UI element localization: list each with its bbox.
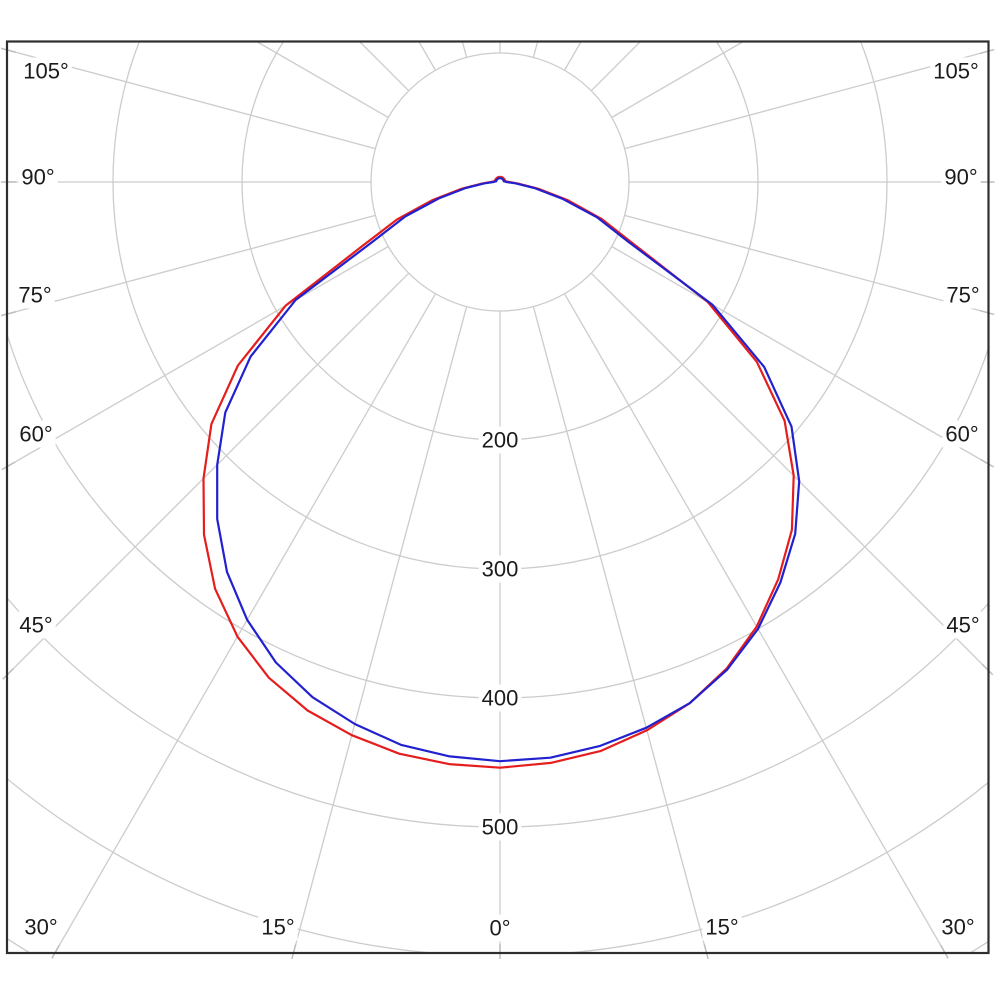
radius-label-bg (478, 426, 522, 454)
radius-label: 400 (482, 686, 519, 711)
angle-label: 45° (19, 613, 52, 638)
curves (202, 175, 801, 769)
angle-label-group: 30° (21, 913, 61, 941)
angle-label: 75° (18, 283, 51, 308)
angle-label-bg (16, 611, 56, 639)
radius-label-bg (478, 813, 522, 841)
angle-label: 15° (705, 915, 738, 940)
angle-gridline (624, 50, 989, 150)
angle-tick (51, 944, 61, 959)
plot-frame (5, 40, 990, 955)
angle-label-group: 60° (942, 420, 982, 448)
angle-gridline (532, 41, 539, 58)
angle-tick (1, 47, 16, 53)
angle-label: 105° (933, 59, 979, 84)
angle-label-group: 15° (258, 913, 298, 941)
radius-label-group: 200 (478, 426, 522, 454)
angle-label-group: 45° (943, 611, 983, 639)
angle-gridline (292, 306, 468, 953)
angle-tick (979, 309, 995, 316)
angle-tick (703, 944, 709, 959)
radius-label: 500 (482, 815, 519, 840)
angle-ticks (1, 47, 995, 959)
angle-label-bg (21, 913, 61, 941)
radius-label-group: 500 (478, 813, 522, 841)
angle-label-group: 90° (941, 163, 981, 191)
radius-label-group: 400 (478, 684, 522, 712)
angle-label: 105° (23, 59, 69, 84)
angle-label-group: 90° (18, 163, 58, 191)
angle-tick (939, 944, 949, 959)
angle-label-group: 45° (16, 611, 56, 639)
angle-label: 45° (946, 613, 979, 638)
angle-label-bg (15, 281, 55, 309)
angle-label-group: 105° (930, 57, 982, 85)
angle-gridline (461, 41, 468, 58)
angle-label-bg (486, 914, 514, 942)
angle-label-bg (702, 913, 742, 941)
blue-curve (216, 177, 801, 763)
radius-label-bg (478, 555, 522, 583)
angle-label-group: 75° (943, 281, 983, 309)
angle-gridline (359, 41, 410, 92)
angle-label-group: 105° (20, 57, 72, 85)
angle-label-bg (938, 913, 978, 941)
angle-label-bg (943, 281, 983, 309)
angle-label-bg (942, 420, 982, 448)
angle-label-bg (943, 611, 983, 639)
angle-label-bg (16, 420, 56, 448)
angle-label: 60° (945, 422, 978, 447)
angle-label: 15° (261, 915, 294, 940)
labels: 200 300 400 500 105° 90° 75° 60° 45° 105° 90° 75° 60… (15, 57, 983, 942)
angle-label: 90° (944, 165, 977, 190)
angle-tick (1, 461, 16, 471)
radius-label: 300 (482, 557, 519, 582)
angle-gridline (563, 41, 582, 71)
angle-label-group: 30° (938, 913, 978, 941)
angle-label-bg (258, 913, 298, 941)
angle-label: 60° (19, 422, 52, 447)
angle-label-bg (930, 57, 982, 85)
angle-gridline (611, 245, 989, 465)
angle-gridline (563, 293, 946, 953)
angle-label: 75° (946, 283, 979, 308)
angle-label: 0° (489, 916, 510, 941)
angle-gridline (590, 41, 641, 92)
angle-label-bg (941, 163, 981, 191)
angle-label: 30° (24, 915, 57, 940)
angle-tick (979, 48, 995, 55)
angle-tick (1, 311, 16, 317)
angle-gridline (532, 306, 708, 953)
angle-tick (291, 944, 297, 959)
angle-gridline (7, 214, 376, 315)
angle-gridline (54, 293, 437, 953)
angle-label-group: 15° (702, 913, 742, 941)
angle-gridline (256, 41, 389, 119)
angle-gridline (624, 214, 989, 314)
radius-label-bg (478, 684, 522, 712)
angle-gridline (418, 41, 437, 71)
angle-label-group: 60° (16, 420, 56, 448)
angle-label-group: 75° (15, 281, 55, 309)
angle-label: 30° (941, 915, 974, 940)
angle-gridline (7, 272, 410, 676)
angle-gridline (611, 41, 744, 119)
angle-tick (980, 458, 995, 468)
radius-label: 200 (482, 428, 519, 453)
angle-label-group: 0° (486, 914, 514, 942)
radius-label-group: 300 (478, 555, 522, 583)
angle-label: 90° (21, 165, 54, 190)
angle-label-bg (20, 57, 72, 85)
angle-gridline (7, 245, 389, 468)
angle-gridline (590, 272, 989, 671)
angle-label-bg (18, 163, 58, 191)
